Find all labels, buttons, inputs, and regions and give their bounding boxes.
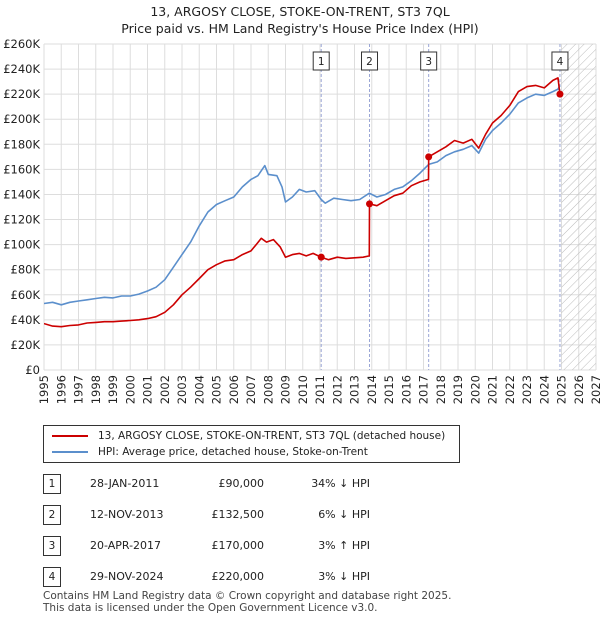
chart-subtitle: Price paid vs. HM Land Registry's House … [121,21,479,36]
x-tick-label: 2020 [468,375,482,404]
x-tick-label: 2024 [537,375,551,404]
x-tick-label: 2011 [313,375,327,404]
y-tick-label: £40K [11,313,41,327]
chart-title: 13, ARGOSY CLOSE, STOKE-ON-TRENT, ST3 7Q… [150,4,450,19]
y-tick-label: £140K [3,187,40,201]
x-tick-label: 1998 [89,375,103,404]
sale-date: 20-APR-2017 [90,539,162,552]
y-tick-label: £260K [3,37,40,51]
x-tick-label: 2004 [192,375,206,404]
y-tick-label: £60K [11,288,41,302]
x-tick-label: 2007 [244,375,258,404]
x-tick-label: 2005 [210,375,224,404]
sale-row: 1 28-JAN-2011 £90,000 34% ↓ HPI [0,474,600,494]
x-tick-label: 1999 [106,375,120,404]
x-tick-label: 2006 [227,375,241,404]
x-tick-label: 2015 [382,375,396,404]
sale-marker-box [312,51,330,71]
x-tick-label: 1995 [37,375,51,404]
x-tick-label: 2009 [279,375,293,404]
x-tick-label: 2021 [486,375,500,404]
legend-property-line [52,435,88,437]
property-price-line [44,77,561,328]
sale-price: £170,000 [211,539,265,552]
x-tick-label: 2023 [520,375,534,404]
footer-copyright: Contains HM Land Registry data © Crown c… [43,590,452,602]
y-tick-label: £180K [3,137,40,151]
sale-point [556,90,564,98]
sale-price: £220,000 [211,570,265,583]
footer: Contains HM Land Registry data © Crown c… [43,590,451,614]
sale-marker-label: 3 [425,56,432,68]
y-tick-label: £100K [3,238,40,252]
sale-point [425,153,433,161]
sale-marker-box [420,51,438,71]
y-tick-label: £80K [11,263,41,277]
legend-property-label: 13, ARGOSY CLOSE, STOKE-ON-TRENT, ST3 7Q… [98,430,446,442]
sale-hpi-diff: 34% ↓ HPI [311,477,370,490]
y-tick-label: £200K [3,112,40,126]
sale-hpi-diff: 3% ↓ HPI [318,570,370,583]
sale-marker-box [361,51,379,71]
sale-marker-label: 1 [318,56,325,68]
sale-date: 12-NOV-2013 [90,508,164,521]
sale-number: 2 [43,505,61,525]
x-tick-label: 2016 [399,375,413,404]
legend-property: 13, ARGOSY CLOSE, STOKE-ON-TRENT, ST3 7Q… [52,428,445,444]
sale-number: 1 [43,474,61,494]
x-tick-label: 2012 [330,375,344,404]
x-tick-label: 2003 [175,375,189,404]
legend-hpi: HPI: Average price, detached house, Stok… [52,444,368,460]
y-tick-label: £0 [25,363,40,377]
x-tick-label: 1996 [54,375,68,404]
legend: 13, ARGOSY CLOSE, STOKE-ON-TRENT, ST3 7Q… [43,425,460,463]
x-tick-label: 2010 [296,375,310,404]
x-tick-label: 2017 [417,375,431,404]
hpi-line [44,85,561,306]
sale-marker-label: 2 [366,56,373,68]
sale-number: 4 [43,567,61,587]
x-tick-label: 2013 [348,375,362,404]
price-chart: 1 2 3 4 £0 £20K £40K £60K £80K £100K £120K £140K £1… [3,37,600,404]
sale-marker-label: 4 [557,56,564,68]
x-tick-label: 2022 [503,375,517,404]
forecast-hatch [561,44,596,370]
sale-hpi-diff: 3% ↑ HPI [318,539,370,552]
x-tick-label: 2027 [589,375,600,404]
sale-number: 3 [43,536,61,556]
x-tick-label: 1997 [72,375,86,404]
x-tick-label: 2008 [261,375,275,404]
sale-row: 4 29-NOV-2024 £220,000 3% ↓ HPI [0,567,600,587]
footer-licence: This data is licensed under the Open Gov… [43,602,378,614]
sale-row: 2 12-NOV-2013 £132,500 6% ↓ HPI [0,505,600,525]
sale-hpi-diff: 6% ↓ HPI [318,508,370,521]
y-tick-label: £160K [3,162,40,176]
legend-hpi-line [52,451,88,453]
sale-price: £90,000 [218,477,265,490]
sale-point [366,200,374,208]
x-tick-label: 2019 [451,375,465,404]
legend-hpi-label: HPI: Average price, detached house, Stok… [98,446,368,458]
x-tick-label: 2018 [434,375,448,404]
x-tick-label: 2025 [555,375,569,404]
x-tick-label: 2002 [158,375,172,404]
sale-price: £132,500 [211,508,265,521]
sale-date: 28-JAN-2011 [90,477,160,490]
sale-marker-box [551,51,569,71]
x-tick-label: 2001 [141,375,155,404]
x-tick-label: 2026 [572,375,586,404]
sale-date: 29-NOV-2024 [90,570,164,583]
x-tick-label: 2014 [365,375,379,404]
y-tick-label: £220K [3,87,40,101]
x-tick-label: 2000 [123,375,137,404]
sale-row: 3 20-APR-2017 £170,000 3% ↑ HPI [0,536,600,556]
y-tick-label: £120K [3,213,40,227]
sale-point [317,253,325,261]
y-tick-label: £20K [11,338,41,352]
y-tick-label: £240K [3,62,40,76]
